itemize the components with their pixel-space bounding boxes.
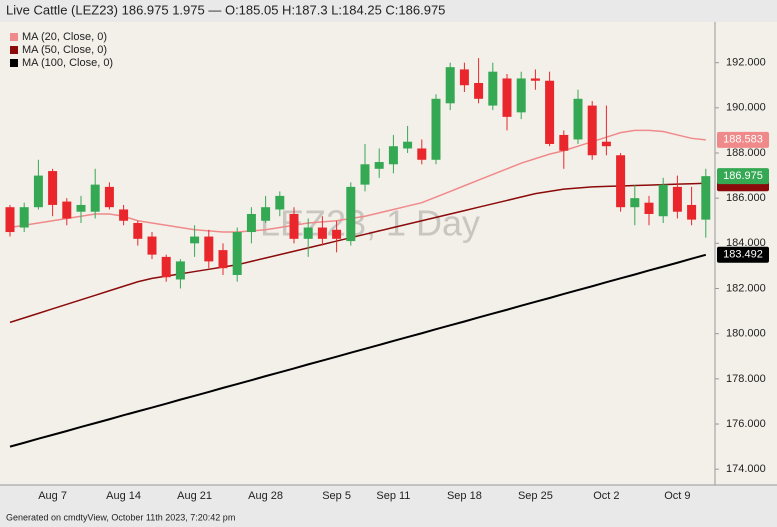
candle-body <box>90 184 100 212</box>
legend-swatch <box>10 59 18 67</box>
candle-body <box>232 232 242 275</box>
candle-body <box>701 176 711 220</box>
legend-label: MA (20, Close, 0) <box>22 31 107 43</box>
candle-body <box>317 227 327 239</box>
candle-body <box>672 186 682 212</box>
candle-body <box>530 78 540 81</box>
candle-body <box>502 78 512 117</box>
candle-body <box>658 184 668 217</box>
candle-body <box>374 162 384 169</box>
candle-body <box>445 67 455 104</box>
candle-body <box>601 141 611 147</box>
x-tick-label: Sep 18 <box>447 490 482 502</box>
candle-body <box>388 146 398 165</box>
candle-body <box>133 223 143 239</box>
candle-body <box>190 236 200 244</box>
y-tick-label: 176.000 <box>726 418 766 430</box>
y-tick-label: 190.000 <box>726 102 766 114</box>
candle-body <box>559 134 569 151</box>
candle-body <box>33 175 43 208</box>
candle-body <box>261 207 271 221</box>
candle-body <box>616 155 626 208</box>
candle-body <box>630 198 640 208</box>
y-tick-label: 186.000 <box>726 192 766 204</box>
x-tick-label: Aug 21 <box>177 490 212 502</box>
legend-swatch <box>10 33 18 41</box>
x-tick-label: Sep 5 <box>322 490 351 502</box>
candle-body <box>161 256 171 278</box>
x-tick-label: Sep 11 <box>376 490 410 502</box>
ma-line <box>9 253 707 448</box>
plot-area <box>0 22 715 485</box>
price-tag <box>717 168 769 185</box>
candle-body <box>360 164 370 185</box>
candle-body <box>459 69 469 86</box>
candle-body <box>644 202 654 214</box>
y-tick-label: 184.000 <box>726 237 766 249</box>
price-tag-label: 186.975 <box>723 170 763 182</box>
candle-body <box>346 186 356 242</box>
y-tick-label: 182.000 <box>726 282 766 294</box>
candle-body <box>275 195 285 210</box>
candle-body <box>76 204 86 212</box>
y-tick-label: 174.000 <box>726 463 766 475</box>
x-tick-label: Aug 14 <box>106 490 141 502</box>
candle-body <box>474 82 484 99</box>
candle-body <box>119 209 129 221</box>
candle-body <box>488 71 498 106</box>
footer: Generated on cmdtyView, October 11th 202… <box>6 512 235 522</box>
legend-swatch <box>10 46 18 54</box>
x-tick-label: Oct 2 <box>593 490 619 502</box>
candle-body <box>204 236 214 262</box>
candle-body <box>19 207 29 228</box>
legend-label: MA (100, Close, 0) <box>22 57 113 69</box>
candle-body <box>147 236 157 255</box>
candle-body <box>104 186 114 208</box>
chart-title: Live Cattle (LEZ23) 186.975 1.975 — O:18… <box>6 2 445 17</box>
candle-body <box>48 171 58 205</box>
candle-body <box>687 204 697 220</box>
price-tag-label: 183.492 <box>723 249 763 261</box>
price-tag-label: 188.583 <box>723 134 763 146</box>
candle-body <box>246 213 256 233</box>
candle-body <box>587 105 597 156</box>
candle-body <box>403 141 413 149</box>
x-tick-label: Oct 9 <box>664 490 690 502</box>
candle-body <box>5 207 15 233</box>
candle-body <box>303 227 313 239</box>
candle-body <box>417 148 427 160</box>
x-tick-label: Aug 7 <box>38 490 67 502</box>
candle-body <box>175 261 185 280</box>
candle-body <box>545 80 555 144</box>
candle-body <box>573 98 583 140</box>
price-tag <box>717 246 769 263</box>
y-tick-label: 188.000 <box>726 147 766 159</box>
candle-body <box>289 213 299 239</box>
candle-body <box>218 250 228 269</box>
candle-body <box>62 201 72 219</box>
x-tick-label: Aug 28 <box>248 490 283 502</box>
legend-label: MA (50, Close, 0) <box>22 44 107 56</box>
y-tick-label: 178.000 <box>726 373 766 385</box>
y-tick-label: 180.000 <box>726 328 766 340</box>
x-tick-label: Sep 25 <box>518 490 553 502</box>
candle-body <box>516 78 526 113</box>
ma-line <box>9 182 706 324</box>
price-tag <box>717 131 769 148</box>
candle-body <box>431 98 441 160</box>
candle-body <box>332 229 342 239</box>
y-tick-label: 192.000 <box>726 57 766 69</box>
